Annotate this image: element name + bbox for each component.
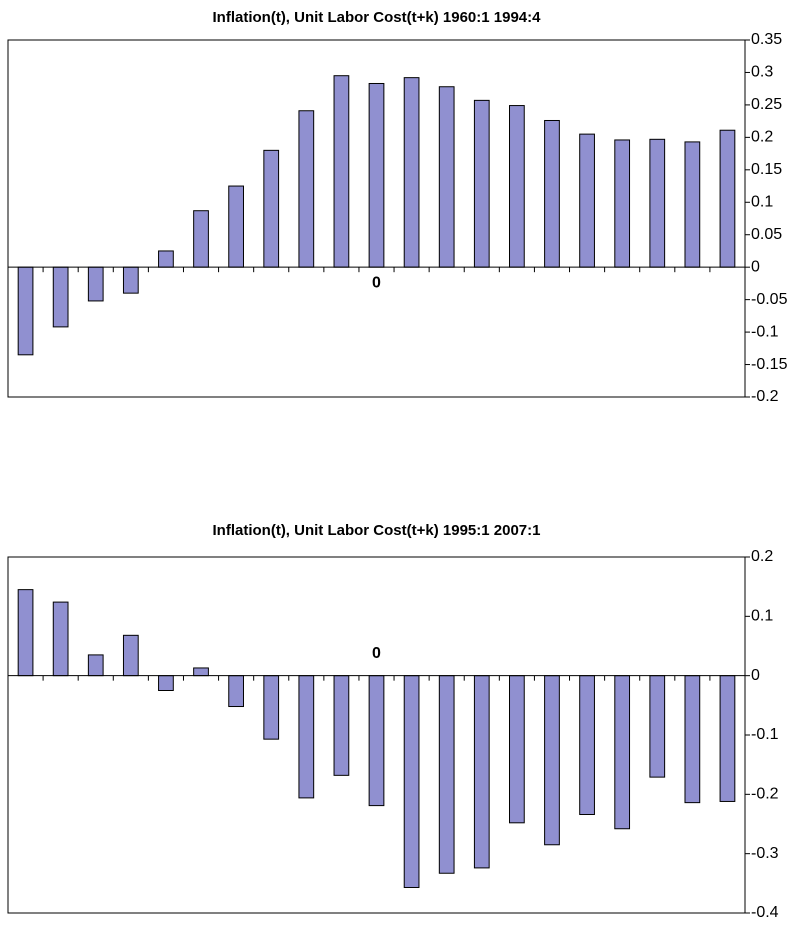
y-tick-label: 0.15 bbox=[751, 161, 782, 178]
bar bbox=[509, 105, 525, 268]
y-tick-label: 0.3 bbox=[751, 64, 773, 81]
bar bbox=[579, 133, 595, 268]
y-tick-label: 0.05 bbox=[751, 226, 782, 243]
bar bbox=[403, 77, 420, 268]
y-tick-label: 0.2 bbox=[751, 129, 773, 146]
plot-area bbox=[7, 39, 746, 398]
y-tick-label: -0.1 bbox=[751, 726, 779, 743]
bar bbox=[333, 75, 350, 268]
y-tick-label: -0.1 bbox=[751, 323, 779, 340]
bar bbox=[544, 119, 560, 268]
y-tick-label: 0.1 bbox=[751, 608, 773, 625]
bar bbox=[719, 129, 736, 268]
bar bbox=[298, 675, 315, 799]
bar bbox=[17, 266, 34, 356]
bar bbox=[438, 86, 455, 268]
bar bbox=[719, 675, 736, 802]
y-tick-label: 0.2 bbox=[751, 548, 773, 565]
chart-title: Inflation(t), Unit Labor Cost(t+k) 1995:… bbox=[213, 522, 541, 539]
bar bbox=[228, 675, 244, 708]
y-tick-label: 0 bbox=[751, 258, 760, 275]
bar bbox=[228, 185, 244, 268]
y-tick-label: -0.15 bbox=[751, 356, 788, 373]
y-tick-label: -0.05 bbox=[751, 291, 788, 308]
x-tick-label: 0 bbox=[372, 274, 381, 291]
y-tick-label: 0.25 bbox=[751, 96, 782, 113]
bar bbox=[52, 601, 69, 677]
y-tick-label: 0.1 bbox=[751, 193, 773, 210]
bar bbox=[333, 675, 350, 776]
bar bbox=[122, 266, 139, 294]
bar bbox=[52, 266, 69, 328]
bar bbox=[158, 250, 174, 268]
bar bbox=[298, 110, 315, 268]
bar bbox=[87, 266, 104, 302]
chart-title: Inflation(t), Unit Labor Cost(t+k) 1960:… bbox=[213, 9, 542, 26]
bar bbox=[193, 667, 209, 677]
bar bbox=[473, 675, 490, 869]
bar bbox=[544, 675, 560, 846]
bar bbox=[403, 675, 420, 888]
y-tick-label: -0.2 bbox=[751, 786, 779, 803]
bar bbox=[649, 675, 666, 778]
bar bbox=[684, 141, 701, 268]
bar bbox=[193, 210, 209, 268]
x-tick-label: 0 bbox=[372, 645, 381, 662]
bar bbox=[368, 675, 385, 807]
bar bbox=[368, 82, 385, 268]
y-tick-label: -0.4 bbox=[751, 904, 779, 921]
bar bbox=[509, 675, 525, 824]
bar bbox=[87, 654, 104, 677]
bar bbox=[438, 675, 455, 874]
bar bbox=[122, 634, 139, 677]
bar bbox=[614, 675, 631, 830]
bar bbox=[263, 149, 280, 268]
bar bbox=[17, 589, 34, 677]
bar bbox=[649, 138, 666, 268]
bar bbox=[473, 99, 490, 268]
bar bbox=[158, 675, 174, 692]
bar bbox=[684, 675, 701, 804]
bar bbox=[579, 675, 595, 816]
bar bbox=[263, 675, 280, 740]
y-tick-label: 0 bbox=[751, 667, 760, 684]
y-tick-label: 0.35 bbox=[751, 31, 782, 48]
y-tick-label: -0.2 bbox=[751, 388, 779, 405]
y-tick-label: -0.3 bbox=[751, 845, 779, 862]
bar bbox=[614, 139, 631, 268]
